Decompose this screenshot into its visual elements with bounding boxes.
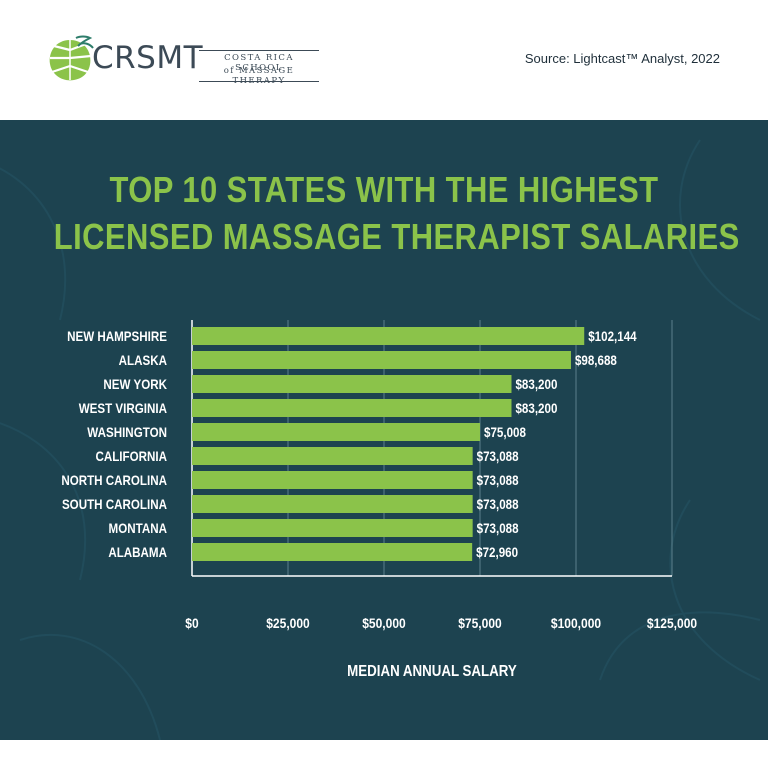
background-leaves <box>0 139 761 740</box>
crsmt-logo: CRSMT COSTA RICA SCHOOL of MASSAGE THERA… <box>46 34 336 86</box>
x-tick-label: $75,000 <box>458 615 501 631</box>
data-label: $75,008 <box>484 425 526 440</box>
category-label: NEW YORK <box>103 377 167 392</box>
logo-tagline-line1: COSTA RICA SCHOOL <box>224 53 294 73</box>
data-label: $73,088 <box>477 473 519 488</box>
category-label: ALASKA <box>119 353 167 368</box>
data-label: $73,088 <box>477 497 519 512</box>
chart-title: TOP 10 STATES WITH THE HIGHEST LICENSED … <box>53 166 740 260</box>
x-axis-title: MEDIAN ANNUAL SALARY <box>347 663 517 680</box>
data-label: $83,200 <box>515 377 557 392</box>
bar <box>192 375 512 393</box>
chart-panel: TOP 10 STATES WITH THE HIGHEST LICENSED … <box>0 120 768 740</box>
source-note: Source: Lightcast™ Analyst, 2022 <box>524 51 720 66</box>
bar <box>192 471 473 489</box>
bar <box>192 423 481 441</box>
bar <box>192 399 512 417</box>
category-label: NORTH CAROLINA <box>61 473 167 488</box>
chart-title-line1: TOP 10 STATES WITH THE HIGHEST <box>109 169 659 210</box>
category-label: ALABAMA <box>108 545 167 560</box>
x-tick-label: $50,000 <box>362 615 405 631</box>
footer <box>0 740 768 768</box>
bar <box>192 543 473 561</box>
category-label: WEST VIRGINIA <box>79 401 167 416</box>
category-label: WASHINGTON <box>87 425 167 440</box>
logo-tagline-line2: of MASSAGE THERAPY <box>223 66 295 86</box>
logo-wordmark: CRSMT <box>92 40 204 76</box>
bar-chart: NEW HAMPSHIRE $102,144 ALASKA $98,688 NEW YO… <box>61 320 697 680</box>
bar <box>192 351 571 369</box>
logo-tagline-box: COSTA RICA SCHOOL of MASSAGE THERAPY <box>199 50 319 86</box>
chart-title-line2: LICENSED MASSAGE THERAPIST SALARIES <box>53 216 740 257</box>
data-label: $72,960 <box>476 545 518 560</box>
data-label: $102,144 <box>588 329 636 344</box>
data-label: $98,688 <box>575 353 617 368</box>
data-label: $73,088 <box>477 521 519 536</box>
category-label: SOUTH CAROLINA <box>62 497 167 512</box>
monstera-leaf-icon <box>49 35 94 81</box>
header: CRSMT COSTA RICA SCHOOL of MASSAGE THERA… <box>0 0 768 120</box>
data-label: $83,200 <box>515 401 557 416</box>
data-label: $73,088 <box>477 449 519 464</box>
category-label: CALIFORNIA <box>95 449 167 464</box>
category-label: MONTANA <box>109 521 167 536</box>
bar <box>192 519 473 537</box>
bar <box>192 327 585 345</box>
x-tick-label: $0 <box>185 615 198 631</box>
category-label: NEW HAMPSHIRE <box>67 329 167 344</box>
x-tick-label: $100,000 <box>551 615 601 631</box>
bar <box>192 495 473 513</box>
x-tick-label: $125,000 <box>647 615 697 631</box>
bar <box>192 447 473 465</box>
x-tick-label: $25,000 <box>266 615 309 631</box>
